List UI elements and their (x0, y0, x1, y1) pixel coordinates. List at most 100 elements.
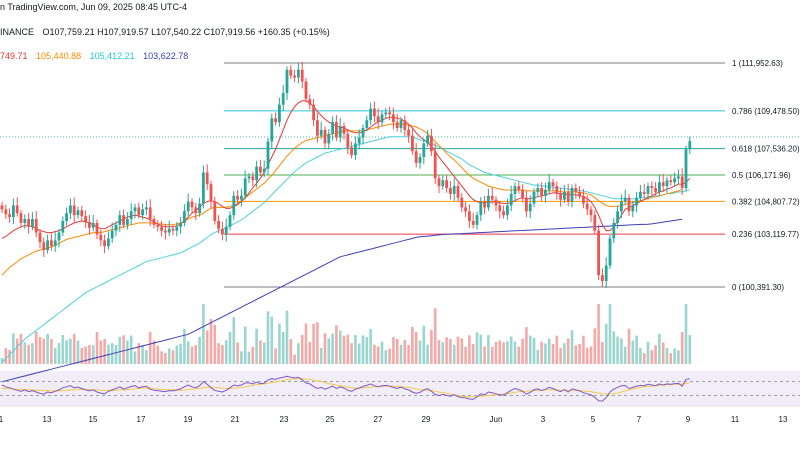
candle-body (449, 188, 452, 194)
volume-bar (213, 324, 217, 364)
volume-bar (597, 304, 600, 364)
volume-bar (259, 340, 262, 364)
candle-body (171, 228, 175, 231)
volume-bar (487, 335, 490, 364)
candle-body (357, 137, 361, 144)
candle-body (521, 189, 524, 198)
volume-bar (270, 316, 274, 364)
candle-body (563, 191, 566, 200)
volume-bar (658, 333, 661, 364)
ma-cyan-value: 105,412.21 (89, 51, 135, 61)
volume-bar (403, 339, 407, 364)
volume-bar (418, 340, 422, 364)
volume-bar (464, 346, 467, 364)
candle-body (289, 69, 293, 76)
candle-body (217, 220, 220, 229)
volume-bar (623, 346, 627, 364)
volume-bar (433, 308, 437, 364)
volume-bar (627, 328, 631, 364)
candle-body (574, 188, 578, 192)
candle-body (65, 213, 68, 221)
time-axis-label: 11 (731, 415, 740, 424)
volume-bar (456, 336, 460, 364)
volume-bar (555, 335, 559, 364)
candle-body (247, 176, 251, 179)
candle-body (228, 215, 232, 227)
candle-body (487, 195, 490, 208)
candle-body (540, 188, 543, 196)
volume-bar (566, 338, 570, 364)
volume-bar (449, 339, 452, 364)
chart-source-header: n TradingView.com, Jun 09, 2025 08:45 UT… (0, 2, 187, 12)
volume-bar (202, 304, 205, 364)
candle-body (335, 122, 338, 138)
volume-bar (490, 346, 494, 364)
volume-bar (4, 348, 8, 364)
candle-body (338, 126, 342, 138)
fib-level-label: 0.5 (106,171.96) (732, 171, 791, 180)
candle-body (194, 207, 198, 214)
candle-body (23, 219, 27, 223)
volume-bar (316, 322, 319, 364)
volume-bar (338, 330, 342, 364)
volume-bar (304, 323, 308, 364)
rsi-pane-background (0, 371, 800, 406)
volume-bar (646, 341, 650, 364)
candle-body (19, 213, 23, 223)
volume-bar (194, 345, 198, 364)
candle-body (414, 151, 418, 163)
volume-bar (167, 348, 171, 364)
time-axis-label: 1 (0, 415, 4, 424)
volume-bar (84, 346, 87, 364)
volume-bar (12, 333, 15, 364)
volume-bar (221, 345, 224, 364)
volume-bar (483, 346, 486, 364)
volume-bar (688, 335, 692, 364)
candle-body (479, 201, 483, 216)
candle-body (167, 228, 171, 233)
volume-bar (411, 326, 414, 364)
candle-body (673, 178, 676, 183)
fib-level-label: 0 (100,391.30) (732, 283, 784, 292)
candle-body (654, 188, 657, 192)
candle-body (502, 211, 505, 216)
volume-bar (88, 345, 91, 364)
volume-bar (654, 345, 657, 364)
volume-bar (145, 350, 148, 364)
volume-bar (468, 335, 471, 364)
candle-body (608, 238, 612, 266)
candle-body (650, 186, 654, 189)
candle-body (4, 209, 8, 215)
volume-bar (392, 337, 395, 364)
volume-bar (76, 340, 80, 364)
candle-body (407, 129, 410, 136)
volume-bar (129, 335, 133, 364)
volume-bar (57, 343, 61, 364)
volume-bar (331, 333, 334, 364)
time-axis-label: 13 (43, 415, 52, 424)
candle-body (114, 224, 118, 231)
candle-body (635, 197, 638, 206)
volume-bar (373, 344, 376, 364)
volume-bar (547, 338, 551, 364)
volume-bar (228, 332, 232, 364)
candle-body (316, 120, 319, 136)
volume-bar (422, 325, 426, 364)
volume-bar (152, 340, 156, 364)
candle-body (354, 143, 357, 156)
candle-body (0, 205, 4, 210)
volume-bar (61, 335, 65, 364)
candle-body (604, 265, 608, 282)
candle-body (46, 240, 49, 251)
volume-bar (160, 351, 163, 364)
candle-body (471, 220, 475, 225)
volume-bar (677, 350, 680, 364)
volume-bar (498, 340, 502, 364)
candle-body (160, 226, 163, 231)
candle-body (183, 211, 186, 223)
volume-bar (684, 304, 688, 364)
candle-body (110, 230, 114, 239)
volume-bar (559, 348, 562, 364)
volume-bar (236, 342, 239, 364)
